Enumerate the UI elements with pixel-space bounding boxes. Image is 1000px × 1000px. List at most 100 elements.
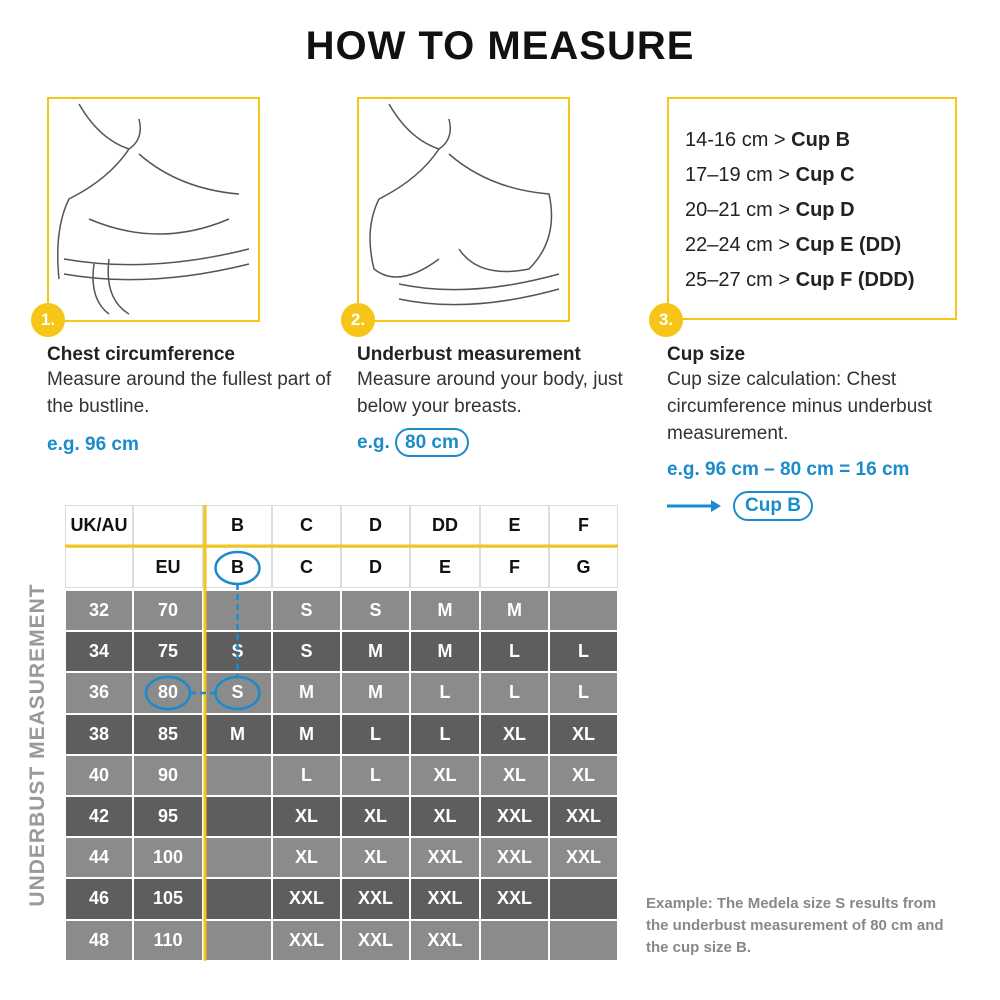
table-cell: XXL (481, 879, 548, 919)
cup-range: 17–19 cm > (685, 164, 791, 186)
cup-list-box: 14-16 cm > Cup B 17–19 cm > Cup C 20–21 cm… (667, 97, 957, 320)
cup-line: 17–19 cm > Cup C (685, 158, 915, 193)
table-cell: M (342, 632, 409, 672)
table-cell: 48 (66, 920, 132, 960)
table-cell: M (204, 714, 271, 754)
table-cell: XL (481, 714, 548, 754)
header-cell (65, 547, 133, 588)
illustration (357, 97, 570, 322)
table-cell: XL (481, 755, 548, 795)
table-cell (550, 879, 617, 919)
table-cell: 42 (66, 797, 132, 837)
table-cell: XL (411, 797, 479, 837)
table-cell: 105 (134, 879, 202, 919)
table-cell: XL (273, 838, 340, 878)
step-example: e.g. 96 cm – 80 cm = 16 cm (667, 459, 910, 480)
table-cell: S (342, 591, 409, 631)
table-cell: L (411, 673, 479, 713)
cup-list: 14-16 cm > Cup B 17–19 cm > Cup C 20–21 cm… (685, 123, 915, 298)
table-cell: M (481, 591, 548, 631)
header-cell: E (480, 505, 549, 546)
title: HOW TO MEASURE (305, 24, 695, 68)
table-cell: M (273, 673, 340, 713)
cup-line: 14-16 cm > Cup B (685, 123, 915, 158)
header-cell (133, 505, 203, 546)
step-title: Chest circumference (47, 344, 235, 365)
step-description: Cup size calculation: Chest circumferenc… (667, 369, 933, 444)
table-cell: 80 (134, 673, 202, 713)
cup-name: Cup F (DDD) (795, 269, 915, 291)
step: Chest circumference Measure around the f… (47, 344, 337, 456)
table-cell: 34 (66, 632, 132, 672)
header-cell: C (272, 547, 341, 588)
step-title: Cup size (667, 344, 746, 365)
header-cell: C (272, 505, 341, 546)
table-cell: XL (550, 714, 617, 754)
table-cell: XL (342, 797, 409, 837)
cup-name: Cup E (DD) (795, 234, 902, 256)
table-cell: L (550, 673, 617, 713)
table-cell: XL (411, 755, 479, 795)
table-cell: 95 (134, 797, 202, 837)
table-cell: XXL (411, 879, 479, 919)
note: Example: The Medela size S results from … (646, 895, 944, 956)
header-cell: F (549, 505, 618, 546)
cup-range: 14-16 cm > (685, 129, 786, 151)
table-cell: L (550, 632, 617, 672)
table-cell: 70 (134, 591, 202, 631)
header-cell: DD (410, 505, 480, 546)
example-prefix: e.g. (357, 432, 390, 453)
step: Underbust measurement Measure around you… (357, 344, 637, 457)
table-cell: S (273, 591, 340, 631)
table-cell: XXL (411, 838, 479, 878)
table-cell: 46 (66, 879, 132, 919)
header-cell: E (410, 547, 480, 588)
table-cell: L (481, 632, 548, 672)
table-cell (204, 838, 271, 878)
step: Cup size Cup size calculation: Chest cir… (667, 344, 967, 521)
header-cell: G (549, 547, 618, 588)
cup-name: Cup C (795, 164, 855, 186)
header-cell: B (203, 547, 272, 588)
step-description: Measure around your body, just below you… (357, 369, 623, 417)
table-cell: XL (273, 797, 340, 837)
header-cell: EU (133, 547, 203, 588)
table-cell: M (411, 591, 479, 631)
header-cell: D (341, 505, 410, 546)
table-cell (204, 591, 271, 631)
table-cell: XL (550, 755, 617, 795)
header-cell: UK/AU (65, 505, 133, 546)
table-cell: L (273, 755, 340, 795)
table-cell: S (204, 673, 271, 713)
table-cell: 40 (66, 755, 132, 795)
table-cell: XXL (273, 920, 340, 960)
table-cell: XXL (550, 797, 617, 837)
cup-range: 20–21 cm > (685, 199, 791, 221)
table-cell (204, 920, 271, 960)
step-title: Underbust measurement (357, 344, 581, 365)
table-cell: XXL (481, 838, 548, 878)
table-cell: L (481, 673, 548, 713)
arrow (667, 500, 721, 512)
table-cell: 44 (66, 838, 132, 878)
side-label: UNDERBUST MEASUREMENT (26, 583, 49, 907)
example-result: Cup B (733, 491, 813, 521)
sketch (57, 103, 250, 315)
table-cell: 90 (134, 755, 202, 795)
table-cell: L (411, 714, 479, 754)
table-cell: XXL (550, 838, 617, 878)
cup-range: 22–24 cm > (685, 234, 791, 256)
illustration (47, 97, 260, 322)
table-cell: 75 (134, 632, 202, 672)
table-cell: 100 (134, 838, 202, 878)
cup-name: Cup B (791, 129, 851, 151)
table-cell: L (342, 755, 409, 795)
table-cell: XXL (481, 797, 548, 837)
cup-range: 25–27 cm > (685, 269, 791, 291)
table-cell: 110 (134, 920, 202, 960)
table-cell: XXL (342, 879, 409, 919)
cup-line: 20–21 cm > Cup D (685, 193, 915, 228)
cup-line: 22–24 cm > Cup E (DD) (685, 228, 915, 263)
table-cell (481, 920, 548, 960)
cup-name: Cup D (795, 199, 855, 221)
